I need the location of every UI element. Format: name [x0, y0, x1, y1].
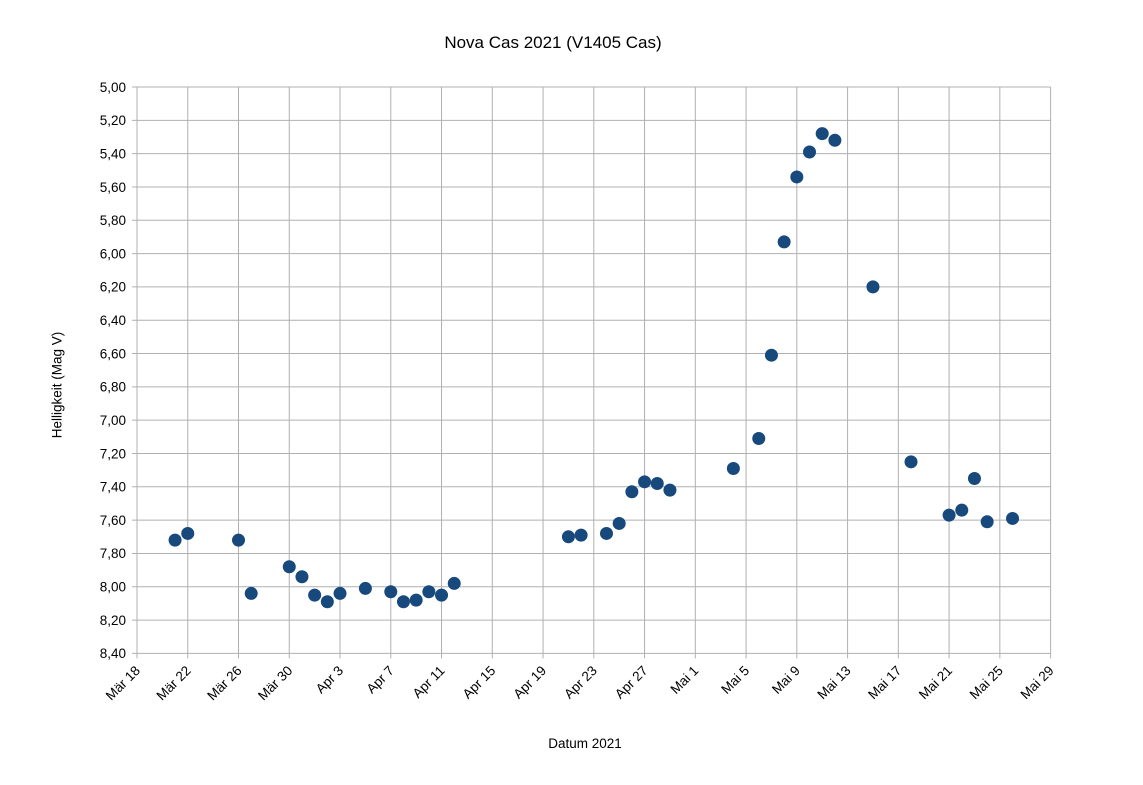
x-tick-label: Mär 26 [204, 663, 244, 703]
y-tick-label: 6,60 [100, 346, 126, 361]
data-point [295, 570, 309, 584]
y-tick-label: 7,40 [100, 480, 126, 495]
x-tick-label: Apr 15 [460, 663, 499, 702]
data-point [638, 475, 652, 489]
data-point [650, 476, 664, 490]
data-point [1006, 511, 1020, 525]
data-point [790, 170, 804, 184]
x-tick-label: Mär 22 [154, 663, 194, 703]
y-tick-label: 6,00 [100, 246, 126, 261]
y-tick-label: 6,80 [100, 380, 126, 395]
data-point [282, 560, 296, 574]
data-point [574, 528, 588, 542]
x-tick-label: Apr 19 [510, 663, 549, 702]
y-tick-label: 6,20 [100, 280, 126, 295]
data-point [625, 485, 639, 499]
data-point [815, 127, 829, 141]
x-tick-label: Mai 9 [769, 663, 803, 697]
x-tick-label: Apr 11 [410, 663, 448, 701]
data-point [726, 461, 740, 475]
data-point [396, 595, 410, 609]
y-tick-label: 5,60 [100, 180, 126, 195]
data-point [777, 235, 791, 249]
data-point [599, 526, 613, 540]
data-point [561, 530, 575, 544]
y-tick-label: 6,40 [100, 313, 126, 328]
x-tick-label: Mär 30 [255, 663, 295, 703]
y-axis-title: Helligkeit (Mag V) [49, 331, 65, 439]
data-point [447, 576, 461, 590]
data-point [232, 533, 246, 547]
data-point [828, 133, 842, 147]
data-point [168, 533, 182, 547]
data-point [435, 588, 449, 602]
chart-title: Nova Cas 2021 (V1405 Cas) [444, 33, 662, 52]
data-point [904, 455, 918, 469]
y-tick-label: 5,20 [100, 113, 126, 128]
x-tick-label: Apr 3 [313, 663, 346, 696]
y-tick-label: 5,00 [100, 80, 126, 95]
y-tick-label: 8,20 [100, 613, 126, 628]
data-point [384, 585, 398, 599]
x-tick-label: Mär 18 [103, 663, 143, 703]
data-point [333, 586, 347, 600]
x-tick-label: Mai 29 [1017, 663, 1056, 702]
y-tick-label: 7,60 [100, 513, 126, 528]
x-tick-label: Mai 17 [865, 663, 904, 702]
data-point [967, 471, 981, 485]
data-point [409, 593, 423, 607]
data-point [803, 145, 817, 159]
data-point [308, 588, 322, 602]
y-tick-label: 7,20 [100, 446, 126, 461]
x-tick-label: Mai 25 [967, 663, 1006, 702]
data-point [942, 508, 956, 522]
data-point [422, 585, 436, 599]
data-point [663, 483, 677, 497]
y-tick-label: 7,00 [100, 413, 126, 428]
data-point [866, 280, 880, 294]
x-tick-label: Apr 23 [561, 663, 600, 702]
x-tick-label: Mai 13 [814, 663, 853, 702]
data-point [612, 516, 626, 530]
x-tick-label: Mai 1 [667, 663, 701, 697]
y-tick-label: 8,00 [100, 580, 126, 595]
x-tick-label: Mai 5 [718, 663, 752, 697]
data-point [244, 586, 258, 600]
data-point [955, 503, 969, 517]
data-point [320, 595, 334, 609]
y-tick-label: 7,80 [100, 546, 126, 561]
x-axis-title: Datum 2021 [548, 736, 622, 751]
data-point [764, 348, 778, 362]
y-tick-label: 5,40 [100, 146, 126, 161]
x-tick-label: Mai 21 [916, 663, 955, 702]
y-tick-label: 5,80 [100, 213, 126, 228]
x-tick-label: Apr 27 [612, 663, 651, 702]
y-tick-label: 8,40 [100, 646, 126, 661]
data-point [980, 515, 994, 529]
data-point [358, 581, 372, 595]
data-point [181, 526, 195, 540]
data-point [752, 432, 766, 446]
x-tick-label: Apr 7 [363, 663, 396, 696]
